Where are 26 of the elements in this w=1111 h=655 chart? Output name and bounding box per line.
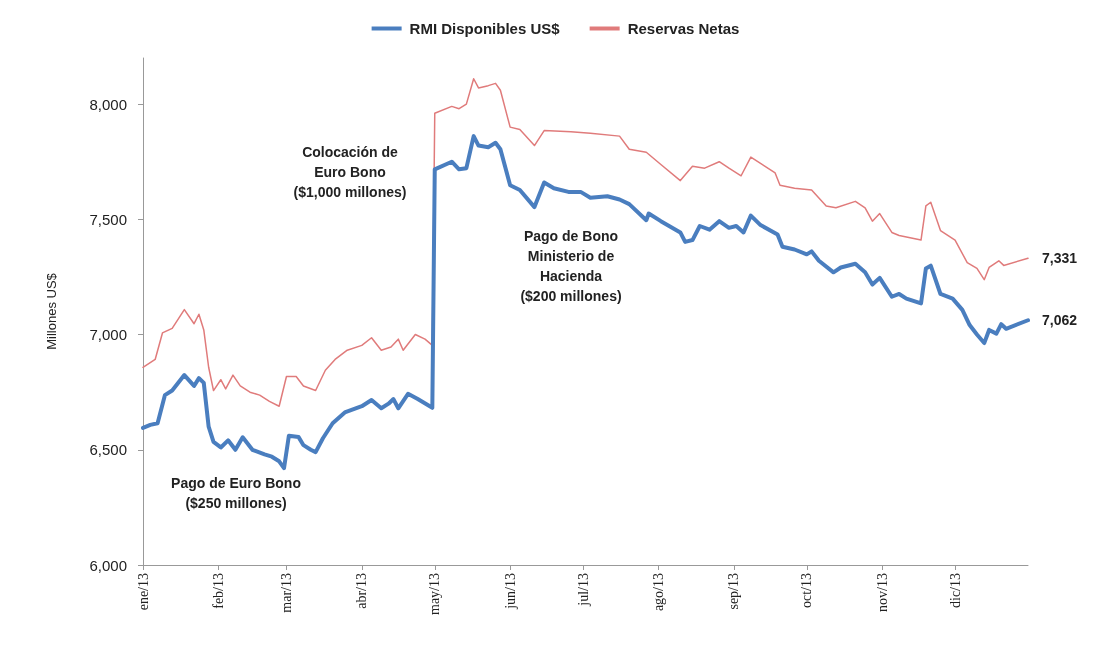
x-tick-label: oct/13 — [799, 573, 815, 608]
annotation: Colocación de Euro Bono ($1,000 millones) — [293, 144, 407, 200]
x-tick-label: abr/13 — [354, 573, 370, 609]
y-tick-label: 8,000 — [89, 95, 127, 113]
x-tick-label: jun/13 — [502, 573, 518, 610]
x-tick-label: dic/13 — [947, 573, 963, 608]
annotation: Pago de Bono Ministerio de Hacienda ($200 millones) — [520, 228, 622, 304]
y-axis-title: Millones US$ — [44, 272, 59, 350]
y-tick-label: 6,000 — [89, 556, 127, 574]
y-tick-label: 7,000 — [89, 326, 127, 344]
x-tick-label: feb/13 — [210, 573, 226, 609]
annotation: Pago de Euro Bono ($250 millones) — [171, 475, 301, 511]
x-tick-label: ene/13 — [135, 573, 151, 611]
x-tick-label: may/13 — [427, 573, 443, 615]
line-series — [141, 134, 1030, 471]
y-tick-label: 7,500 — [89, 210, 127, 228]
data-label: 7,062 — [1042, 312, 1078, 329]
x-tick-label: mar/13 — [278, 573, 294, 613]
x-tick-label: nov/13 — [874, 573, 890, 612]
x-tick-label: sep/13 — [726, 573, 742, 610]
data-label: 7,331 — [1042, 250, 1078, 267]
x-tick-label: ago/13 — [650, 573, 666, 612]
y-tick-label: 6,500 — [89, 441, 127, 459]
x-tick-label: jul/13 — [575, 573, 591, 607]
legend-label: RMI Disponibles US$ — [409, 20, 561, 37]
legend-label: Reservas Netas — [627, 20, 740, 37]
